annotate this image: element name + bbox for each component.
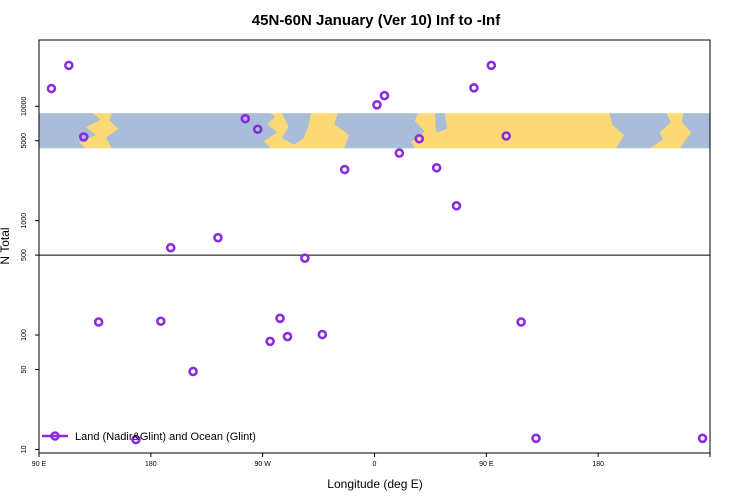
data-point bbox=[93, 317, 104, 327]
data-point bbox=[516, 317, 526, 327]
data-point bbox=[213, 232, 223, 243]
data-point bbox=[64, 60, 74, 71]
ocean-region bbox=[679, 113, 710, 149]
x-tick-label: 180 bbox=[145, 461, 157, 468]
ocean-region bbox=[334, 113, 425, 149]
data-point bbox=[300, 253, 310, 263]
data-point bbox=[469, 83, 479, 93]
data-point bbox=[46, 83, 57, 94]
x-tick-label: 90 E bbox=[32, 461, 47, 468]
legend: Land (Nadir&Glint) and Ocean (Glint) bbox=[42, 431, 256, 443]
data-point bbox=[339, 164, 350, 175]
data-point bbox=[240, 113, 251, 124]
data-point bbox=[275, 313, 285, 324]
world-map-band bbox=[39, 113, 710, 149]
y-axis: 10 50 100 500 1000 5000 10000 bbox=[21, 96, 39, 453]
legend-label: Land (Nadir&Glint) and Ocean (Glint) bbox=[75, 431, 256, 443]
x-axis: 90 E 180 90 W 0 90 E 180 bbox=[32, 453, 711, 468]
data-point bbox=[252, 124, 263, 135]
data-point bbox=[697, 433, 708, 444]
data-point bbox=[265, 336, 275, 347]
y-tick-label: 10 bbox=[21, 445, 28, 453]
x-tick-label: 180 bbox=[592, 461, 604, 468]
data-point bbox=[155, 316, 166, 327]
legend-marker bbox=[50, 431, 60, 441]
data-point bbox=[414, 133, 425, 144]
data-point bbox=[317, 329, 328, 340]
ocean-region bbox=[609, 113, 672, 149]
x-tick-label: 90 W bbox=[254, 461, 271, 468]
chart-title: 45N-60N January (Ver 10) Inf to -Inf bbox=[252, 12, 501, 29]
ocean-region bbox=[106, 113, 278, 149]
data-point bbox=[78, 132, 89, 142]
y-tick-label: 50 bbox=[21, 365, 28, 373]
y-axis-label: N Total bbox=[0, 227, 12, 264]
y-tick-label: 500 bbox=[21, 249, 28, 261]
data-point bbox=[431, 162, 442, 173]
y-tick-label: 5000 bbox=[21, 133, 28, 149]
x-tick-label: 0 bbox=[373, 461, 377, 468]
data-point bbox=[188, 366, 198, 377]
data-point bbox=[531, 433, 541, 444]
data-point bbox=[379, 90, 390, 101]
ocean-region bbox=[434, 113, 447, 133]
y-tick-label: 10000 bbox=[21, 96, 28, 116]
data-point bbox=[131, 434, 141, 445]
data-point bbox=[501, 131, 512, 141]
x-tick-label: 90 E bbox=[479, 461, 494, 468]
y-tick-label: 100 bbox=[21, 329, 28, 341]
data-point bbox=[394, 148, 405, 158]
data-points bbox=[46, 60, 708, 445]
y-tick-label: 1000 bbox=[21, 213, 28, 229]
data-point bbox=[451, 200, 462, 211]
ocean-region bbox=[281, 113, 311, 145]
x-axis-label: Longitude (deg E) bbox=[327, 477, 422, 491]
data-point bbox=[282, 331, 293, 342]
data-point bbox=[486, 60, 497, 71]
data-point bbox=[165, 242, 176, 253]
data-point bbox=[372, 100, 382, 110]
